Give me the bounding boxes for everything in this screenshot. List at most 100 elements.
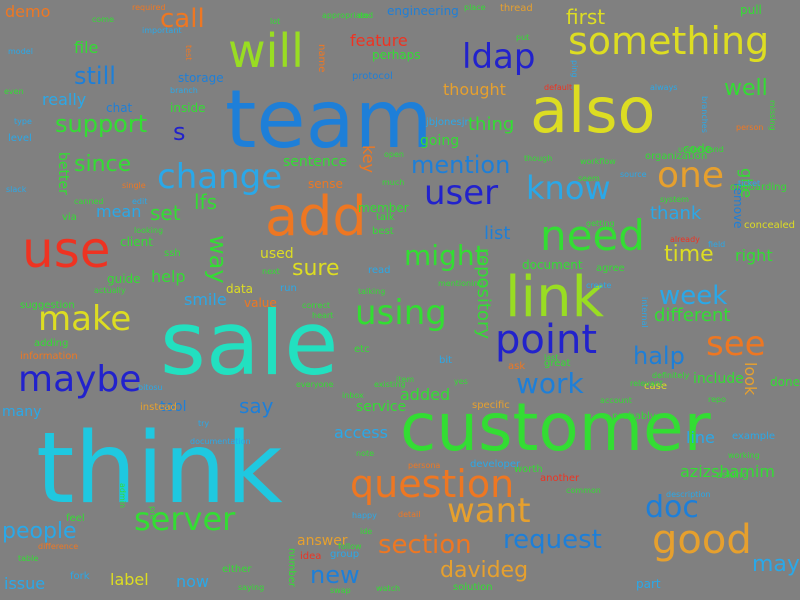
word: might xyxy=(404,239,486,272)
word: week xyxy=(659,281,728,311)
word: instead xyxy=(140,402,177,413)
word: worth xyxy=(514,464,543,475)
word: run xyxy=(280,283,297,294)
word: adding xyxy=(34,338,69,349)
word: also xyxy=(530,74,656,147)
word: difference xyxy=(38,542,79,551)
word: see xyxy=(706,324,766,364)
word: talk xyxy=(376,212,395,223)
word: happy xyxy=(352,511,377,520)
word: via xyxy=(62,212,77,223)
word: add xyxy=(265,185,367,248)
word: s xyxy=(173,118,186,146)
word: another xyxy=(540,473,580,484)
word: persona xyxy=(408,461,441,470)
word: saying xyxy=(238,583,265,592)
word: already xyxy=(670,235,700,244)
word: inside xyxy=(170,101,206,115)
word: help xyxy=(151,267,186,286)
word: service xyxy=(356,399,407,415)
word: many xyxy=(2,404,42,420)
word: link xyxy=(505,265,605,330)
word: even xyxy=(4,87,24,96)
word: azizshamim xyxy=(680,462,775,481)
word: good xyxy=(652,517,752,563)
word: important xyxy=(142,26,182,35)
word: fork xyxy=(70,571,90,582)
word: group xyxy=(330,549,360,560)
word: value xyxy=(244,296,277,310)
word: better xyxy=(55,152,71,195)
word: workflow xyxy=(580,157,616,166)
word: name xyxy=(316,44,327,73)
word: include xyxy=(693,371,744,387)
word: example xyxy=(732,431,776,442)
word: label xyxy=(110,570,149,589)
word: agree xyxy=(596,263,625,274)
word: chat xyxy=(106,101,133,115)
word: ide xyxy=(360,527,373,536)
word: point xyxy=(495,317,598,363)
word: follow xyxy=(338,542,362,551)
word: way xyxy=(204,235,232,284)
word: code xyxy=(683,142,712,156)
word: definitely xyxy=(652,371,690,380)
word: lfs xyxy=(194,190,218,214)
word: put xyxy=(516,33,530,42)
word: data xyxy=(226,282,254,296)
word: since xyxy=(74,152,132,177)
word: know xyxy=(526,169,611,207)
word: question xyxy=(350,462,515,506)
word: much xyxy=(382,178,405,187)
word: onboarding xyxy=(730,182,787,193)
word: watch xyxy=(376,584,401,593)
word: system xyxy=(660,195,689,204)
word: probably xyxy=(612,411,656,422)
word: organization xyxy=(645,151,708,162)
word: solution xyxy=(453,582,493,593)
word: used xyxy=(260,246,294,262)
word: lot xyxy=(270,17,281,26)
word: support xyxy=(55,110,148,138)
word: going xyxy=(420,133,460,149)
word: mentioning xyxy=(438,279,484,288)
word: protocol xyxy=(352,71,393,82)
word: now xyxy=(176,572,210,591)
word: feel xyxy=(66,513,85,524)
word: test xyxy=(184,45,193,61)
word: ssh xyxy=(164,248,181,259)
word: talking xyxy=(358,287,386,296)
word: internal xyxy=(640,297,649,328)
word: model xyxy=(8,47,33,56)
word: access xyxy=(334,423,388,442)
word: branches xyxy=(700,96,709,133)
word: want xyxy=(447,491,531,531)
word: always xyxy=(650,83,678,92)
word: change xyxy=(157,157,283,197)
word: field xyxy=(708,240,726,249)
word: ticket xyxy=(738,179,761,188)
word: pre xyxy=(148,506,157,520)
word: repo xyxy=(708,395,727,404)
word: member xyxy=(358,201,409,215)
word: perhaps xyxy=(372,48,421,62)
word: place xyxy=(464,3,486,12)
word: bitosu xyxy=(138,383,163,392)
word: relevant xyxy=(630,379,664,388)
word: description xyxy=(666,490,711,499)
word: account xyxy=(600,396,632,405)
word: may xyxy=(752,552,800,577)
word: seem xyxy=(578,174,600,183)
word: people xyxy=(2,519,77,544)
word: developer xyxy=(470,459,521,470)
word: bit xyxy=(439,355,453,366)
word: list xyxy=(484,223,511,244)
word: halp xyxy=(633,342,685,370)
word: added xyxy=(400,385,451,404)
word: say xyxy=(239,394,274,418)
word: one xyxy=(657,155,724,196)
word: right xyxy=(735,246,773,265)
word: will xyxy=(228,24,304,78)
word: ldap xyxy=(462,37,536,77)
word: try xyxy=(198,419,210,428)
